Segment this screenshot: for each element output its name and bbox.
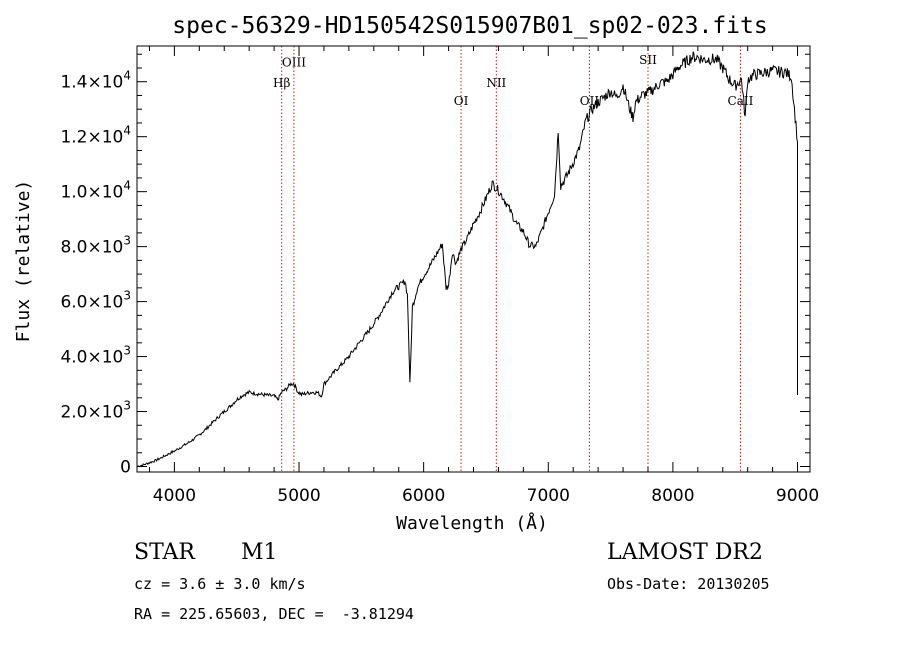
spectral-line-label: SII [639, 53, 657, 67]
y-tick-label: 6.0×103 [60, 289, 131, 313]
coordinates: RA = 225.65603, DEC = -3.81294 [134, 605, 414, 623]
spectral-line-label: NII [486, 76, 506, 90]
y-tick-label: 0 [120, 458, 131, 478]
x-tick-label: 9000 [776, 486, 819, 506]
x-tick-label: 6000 [402, 486, 445, 506]
chart-title: spec-56329-HD150542S015907B01_sp02-023.f… [172, 13, 767, 39]
spectral-line-label: CaII [728, 94, 754, 108]
object-class: STAR [134, 540, 195, 565]
y-tick-label: 4.0×103 [60, 344, 131, 368]
x-tick-label: 5000 [277, 486, 320, 506]
y-tick-label: 8.0×103 [60, 234, 131, 258]
y-tick-label: 1.4×104 [60, 69, 131, 93]
y-tick-label: 1.0×104 [60, 179, 131, 203]
spectral-line-label: OI [454, 94, 469, 108]
plot-frame [136, 45, 811, 473]
x-axis-label: Wavelength (Å) [396, 512, 548, 534]
y-tick-label: 1.2×104 [60, 124, 131, 148]
spectral-line-label: Hβ [273, 76, 290, 90]
spectrum-line [136, 51, 798, 468]
x-tick-label: 7000 [527, 486, 570, 506]
y-axis: 0 2.0×103 4.0×103 6.0×103 8.0×103 1.0×104 1.2×… [60, 53, 810, 478]
x-tick-label: 8000 [651, 486, 694, 506]
y-tick-label: 2.0×103 [60, 399, 131, 423]
observation-date: Obs-Date: 20130205 [607, 575, 770, 593]
y-axis-label: Flux (relative) [13, 180, 34, 343]
object-subclass: M1 [241, 540, 278, 565]
x-tick-label: 4000 [153, 486, 196, 506]
redshift-cz: cz = 3.6 ± 3.0 km/s [134, 575, 306, 593]
survey-name: LAMOST DR2 [607, 540, 763, 565]
x-axis: 4000 5000 6000 7000 8000 9000 [148, 46, 819, 506]
spectral-line-label: OIII [282, 56, 306, 70]
